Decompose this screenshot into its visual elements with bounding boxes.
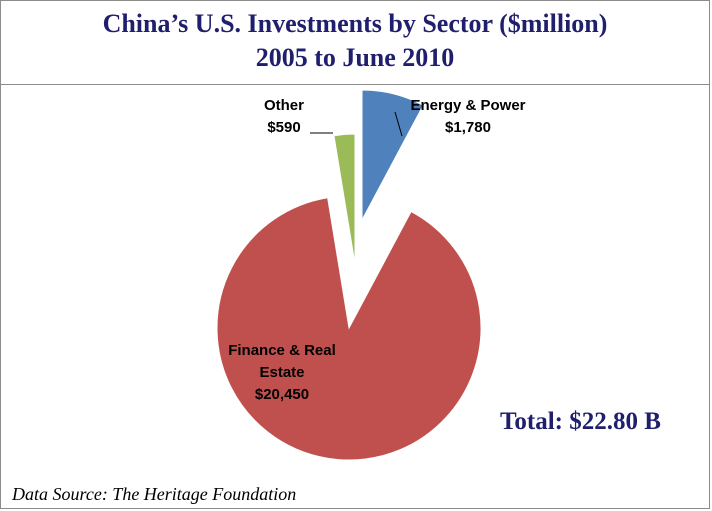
chart-title-box: China’s U.S. Investments by Sector ($mil… — [0, 0, 710, 85]
slice-value-label: $1,780 — [445, 119, 491, 136]
leader-line — [394, 111, 403, 137]
slice-name-label: Finance & Real — [228, 342, 336, 359]
pie-slice-finance-real-estate — [216, 197, 482, 461]
total-label: Total: $22.80 B — [500, 408, 661, 435]
pie-slice-other — [333, 133, 356, 265]
chart-title: China’s U.S. Investments by Sector ($mil… — [102, 9, 608, 38]
slice-name-label: Energy & Power — [410, 97, 525, 114]
pie-slice-energy-power — [361, 89, 424, 221]
slice-value-label: $590 — [267, 119, 300, 136]
slice-name-label: Other — [264, 97, 304, 114]
slice-value-label: $20,450 — [255, 386, 309, 403]
chart-subtitle: 2005 to June 2010 — [255, 43, 455, 72]
data-source-label: Data Source: The Heritage Foundation — [12, 484, 297, 504]
slice-name-label: Estate — [259, 364, 304, 381]
